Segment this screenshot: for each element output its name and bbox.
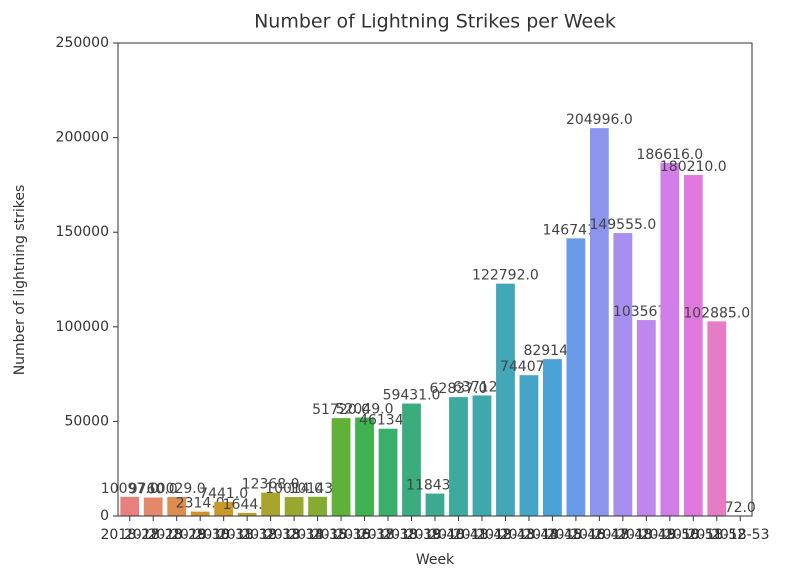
- x-tick-label: 2018-49: [617, 527, 676, 543]
- bar: [402, 403, 421, 516]
- x-tick-label: 2018-46: [547, 527, 606, 543]
- value-label: 52049.0: [336, 402, 394, 418]
- value-label: 7441.0: [199, 486, 248, 502]
- value-label: 149555.0: [589, 217, 656, 233]
- value-label: 10097.0: [101, 481, 159, 497]
- bar: [167, 497, 187, 516]
- bar: [543, 359, 562, 516]
- x-tick-label: 2018-30: [171, 527, 230, 543]
- y-tick-label: 0: [100, 508, 109, 524]
- x-tick-label: 2018-35: [288, 527, 347, 543]
- bar: [613, 233, 633, 517]
- bar: [143, 497, 163, 516]
- value-label: 2314.0: [176, 496, 225, 512]
- x-tick-label: 2018-52: [688, 527, 747, 543]
- value-label: 1644.0: [223, 497, 272, 513]
- bar: [660, 162, 680, 516]
- bar: [214, 501, 234, 516]
- bar: [707, 321, 727, 516]
- x-tick-label: 2018-43: [476, 527, 535, 543]
- bar: [378, 428, 398, 516]
- bar: [425, 493, 445, 516]
- bar: [308, 496, 327, 516]
- bar: [496, 283, 515, 516]
- bar: [683, 175, 703, 517]
- value-label: 204996.0: [566, 112, 633, 128]
- x-tick-label: 2018-34: [265, 527, 324, 543]
- x-tick-label: 2018-42: [453, 527, 512, 543]
- value-label: 186616.0: [636, 147, 703, 163]
- bar: [449, 397, 468, 516]
- y-tick-label: 100000: [56, 319, 109, 335]
- bar: [120, 496, 140, 516]
- bar: [355, 417, 374, 516]
- plot-frame: [117, 42, 753, 517]
- x-tick-label: 2018-37: [335, 527, 394, 543]
- y-tick-label: 50000: [64, 413, 109, 429]
- x-tick-label: 2018-32: [218, 527, 277, 543]
- bar: [331, 418, 351, 516]
- y-tick-label: 250000: [56, 35, 109, 51]
- x-tick-label: 2018-36: [312, 527, 371, 543]
- value-label: 10029.0: [148, 481, 206, 497]
- x-tick-label: 2018-28: [124, 527, 183, 543]
- bar: [190, 511, 210, 516]
- x-tick-label: 2018-39: [382, 527, 441, 543]
- x-tick-label: 2018-41: [429, 527, 488, 543]
- bar: [261, 492, 281, 516]
- y-tick-label: 150000: [56, 224, 109, 240]
- x-tick-label: 2018-27: [100, 527, 159, 543]
- bar: [636, 320, 656, 516]
- value-label: 180210.0: [660, 159, 727, 175]
- value-label: 10014.0: [265, 481, 323, 497]
- x-tick-label: 2018-53: [711, 527, 770, 543]
- value-label: 122792.0: [472, 268, 539, 284]
- value-label: 62837.0: [430, 381, 488, 397]
- x-tick-label: 2018-48: [594, 527, 653, 543]
- value-label: 12368.0: [242, 477, 300, 493]
- value-label: 9760.0: [129, 482, 178, 498]
- x-tick-label: 2018-40: [406, 527, 465, 543]
- value-label: 102885.0: [683, 305, 750, 321]
- x-tick-label: 2018-50: [641, 527, 700, 543]
- value-label: 51720.0: [312, 402, 370, 418]
- x-axis-label: Week: [416, 552, 455, 568]
- y-axis-label: Number of lightning strikes: [12, 185, 28, 376]
- bar: [237, 512, 257, 516]
- bar: [472, 395, 492, 516]
- chart-title: Number of Lightning Strikes per Week: [254, 11, 616, 33]
- value-label: 59431.0: [383, 388, 441, 404]
- x-tick-label: 2018-47: [570, 527, 629, 543]
- bar: [589, 128, 609, 516]
- x-tick-label: 2018-38: [359, 527, 418, 543]
- bar: [519, 375, 539, 516]
- x-tick-label: 2018-31: [194, 527, 253, 543]
- bar: [284, 497, 304, 516]
- value-label: 72.0: [725, 500, 756, 516]
- y-tick-label: 200000: [56, 130, 109, 146]
- x-tick-label: 2018-45: [523, 527, 582, 543]
- x-tick-label: 2018-33: [241, 527, 300, 543]
- bar: [566, 238, 586, 516]
- x-tick-label: 2018-51: [664, 527, 723, 543]
- x-tick-label: 2018-44: [500, 527, 559, 543]
- x-tick-label: 2018-29: [147, 527, 206, 543]
